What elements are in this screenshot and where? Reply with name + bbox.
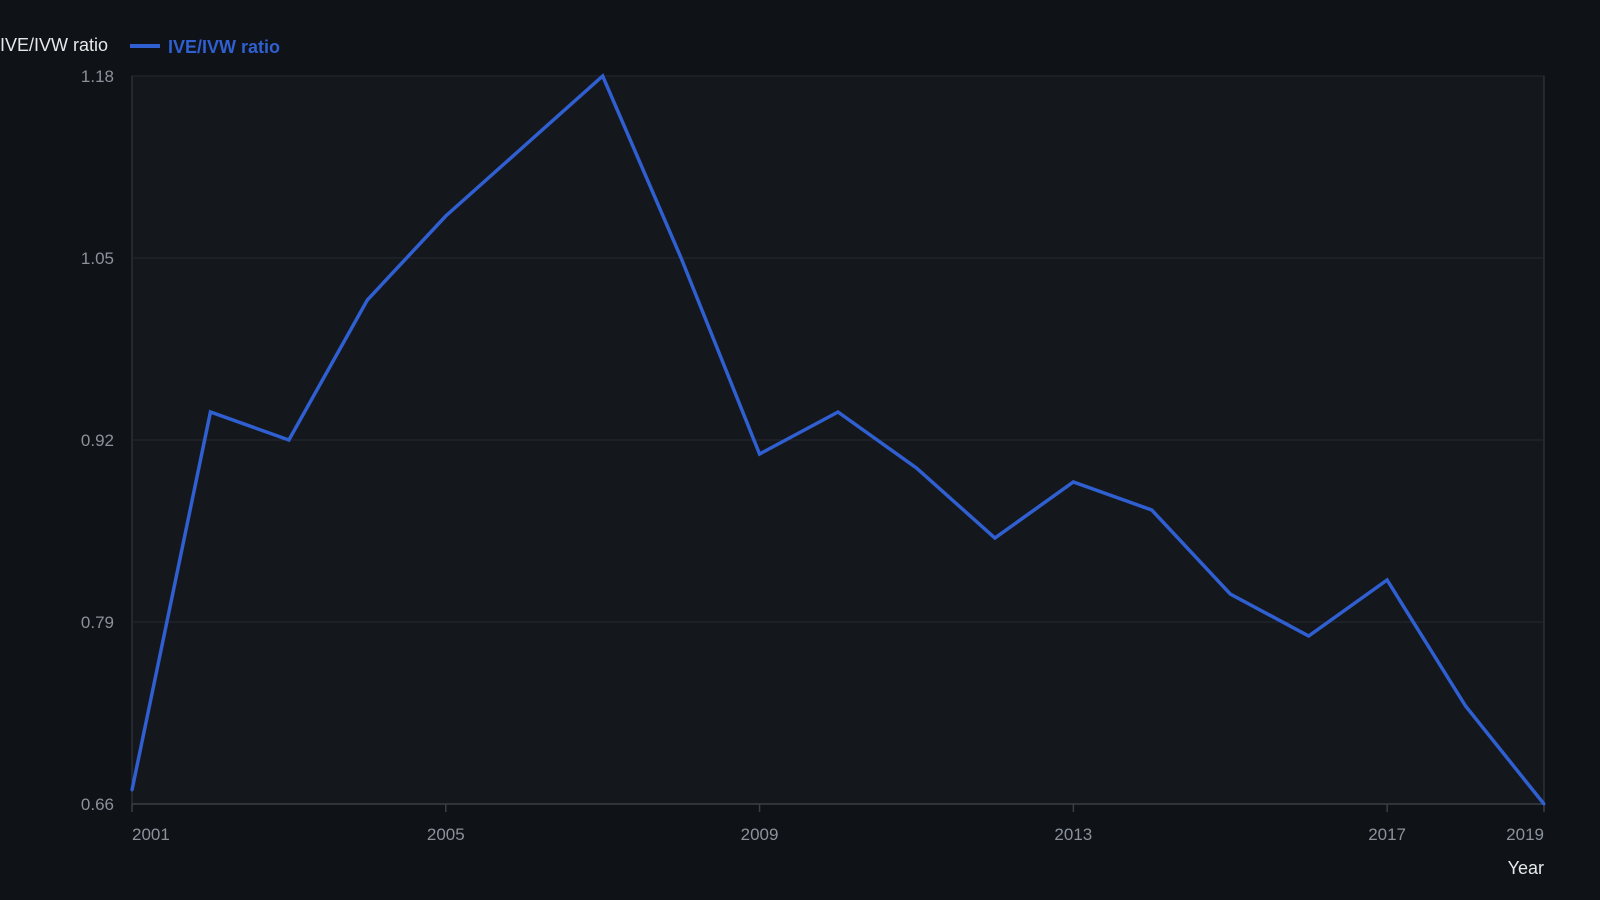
y-axis-title: IVE/IVW ratio	[0, 35, 108, 55]
y-tick-label: 0.79	[81, 613, 114, 632]
x-tick-label: 2019	[1506, 825, 1544, 844]
data-point[interactable]	[1307, 634, 1311, 638]
x-tick-label: 2017	[1368, 825, 1406, 844]
data-point[interactable]	[993, 536, 997, 540]
data-point[interactable]	[1542, 802, 1546, 806]
data-point[interactable]	[1071, 480, 1075, 484]
y-tick-label: 0.92	[81, 431, 114, 450]
x-tick-label: 2013	[1054, 825, 1092, 844]
legend[interactable]: IVE/IVW ratio	[130, 37, 280, 57]
data-point[interactable]	[1150, 508, 1154, 512]
legend-label: IVE/IVW ratio	[168, 37, 280, 57]
data-point[interactable]	[1385, 578, 1389, 582]
data-point[interactable]	[287, 438, 291, 442]
data-point[interactable]	[601, 74, 605, 78]
data-point[interactable]	[444, 214, 448, 218]
data-point[interactable]	[1464, 704, 1468, 708]
y-tick-label: 1.18	[81, 67, 114, 86]
data-point[interactable]	[208, 410, 212, 414]
data-point[interactable]	[758, 452, 762, 456]
x-axis-title: Year	[1508, 858, 1544, 878]
data-point[interactable]	[365, 298, 369, 302]
data-point[interactable]	[1228, 592, 1232, 596]
data-point[interactable]	[914, 466, 918, 470]
data-point[interactable]	[836, 410, 840, 414]
gridlines	[132, 75, 1544, 623]
y-tick-label: 0.66	[81, 795, 114, 814]
axes: 0.66 0.79 0.92 1.05 1.18 2001 2005 2009 2013 2017…	[81, 67, 1545, 844]
x-tick-label: 2009	[741, 825, 779, 844]
x-tick-label: 2001	[132, 825, 170, 844]
series-layer	[130, 73, 1546, 806]
x-tick-label: 2005	[427, 825, 465, 844]
data-point[interactable]	[522, 144, 526, 148]
y-tick-label: 1.05	[81, 249, 114, 268]
data-point[interactable]	[679, 256, 683, 260]
data-point[interactable]	[130, 788, 134, 792]
